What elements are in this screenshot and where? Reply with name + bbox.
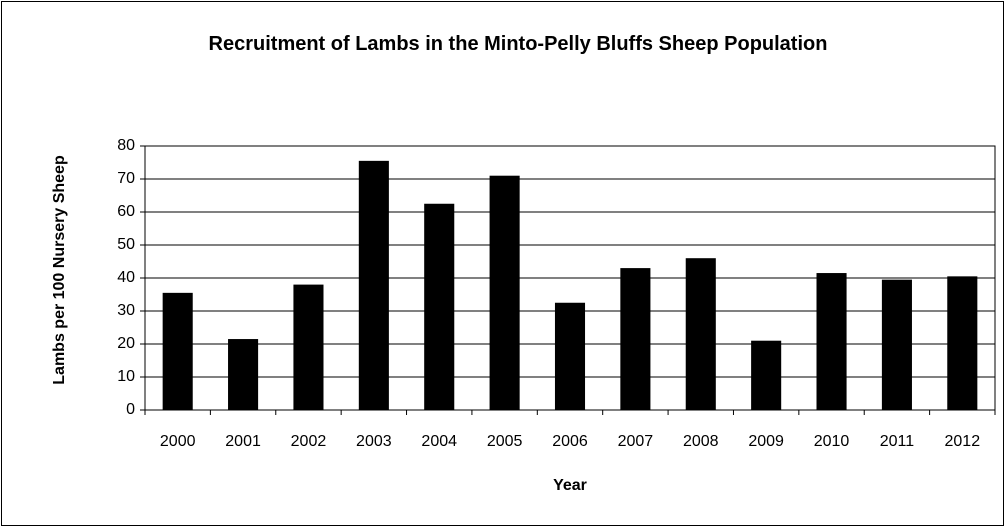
y-axis-label: Lambs per 100 Nursery Sheep — [51, 155, 68, 385]
bar — [228, 339, 259, 410]
bar — [489, 175, 520, 410]
y-tick-label: 60 — [117, 203, 135, 220]
x-tick-label: 2006 — [552, 433, 588, 450]
bar — [751, 340, 782, 410]
x-tick-label: 2007 — [618, 433, 654, 450]
bar — [554, 302, 586, 410]
bar — [424, 203, 455, 410]
bar — [947, 276, 978, 410]
y-tick-label: 10 — [117, 368, 135, 385]
y-tick-label: 30 — [117, 302, 135, 319]
bar — [816, 273, 847, 410]
chart-title: Recruitment of Lambs in the Minto-Pelly … — [208, 33, 828, 55]
bar — [685, 258, 716, 410]
x-tick-label: 2000 — [160, 433, 196, 450]
x-tick-label: 2002 — [291, 433, 327, 450]
x-tick-label: 2011 — [880, 433, 915, 450]
y-tick-label: 70 — [117, 170, 135, 187]
x-axis-label: Year — [553, 477, 587, 494]
x-tick-label: 2004 — [421, 433, 457, 450]
bar — [620, 268, 651, 410]
x-tick-label: 2005 — [487, 433, 523, 450]
bar — [881, 279, 912, 410]
x-tick-label: 2008 — [683, 433, 719, 450]
bar — [358, 160, 389, 410]
y-tick-label: 40 — [117, 269, 135, 286]
x-tick-label: 2001 — [225, 433, 261, 450]
x-tick-label: 2009 — [748, 433, 784, 450]
bar — [162, 292, 193, 410]
y-tick-label: 0 — [126, 401, 135, 418]
x-tick-label: 2010 — [814, 433, 850, 450]
y-tick-label: 20 — [117, 335, 135, 352]
y-tick-label: 80 — [117, 137, 135, 154]
y-tick-label: 50 — [117, 236, 135, 253]
x-tick-label: 2003 — [356, 433, 392, 450]
bar — [293, 284, 324, 410]
x-tick-label: 2012 — [945, 433, 981, 450]
